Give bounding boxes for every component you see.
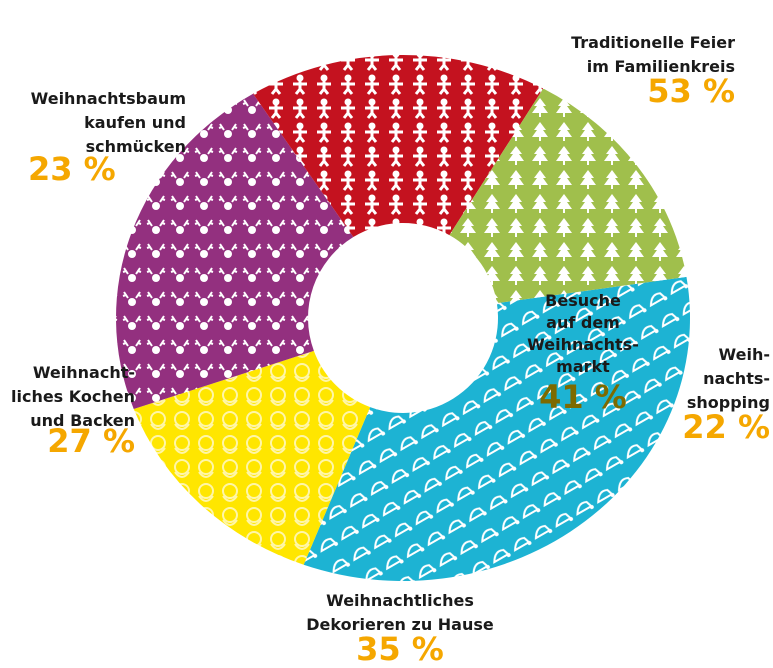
- value-label: 53 %: [647, 72, 735, 110]
- value-label: 35 %: [356, 630, 444, 668]
- donut-segment: [304, 277, 690, 581]
- chart: Traditionelle Feierim Familienkreis53 % W…: [0, 0, 773, 668]
- value-label: 23 %: [28, 150, 116, 188]
- value-label: 27 %: [47, 422, 135, 460]
- value-label: 22 %: [682, 408, 770, 446]
- category-label: Weih-nachts-shopping: [687, 345, 770, 412]
- annotation-value: 41 %: [539, 378, 627, 416]
